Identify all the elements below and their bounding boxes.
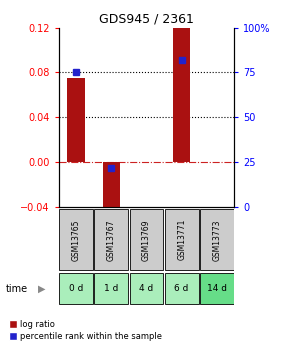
Text: GSM13767: GSM13767	[107, 219, 116, 260]
Text: 0 d: 0 d	[69, 284, 84, 293]
Bar	[130, 209, 163, 270]
Bar	[67, 78, 85, 162]
Text: 14 d: 14 d	[207, 284, 227, 293]
Text: 1 d: 1 d	[104, 284, 119, 293]
Text: GSM13765: GSM13765	[72, 219, 81, 260]
Text: GSM13771: GSM13771	[177, 219, 186, 260]
Bar	[165, 273, 199, 304]
Legend: log ratio, percentile rank within the sample: log ratio, percentile rank within the sa…	[10, 321, 162, 341]
Bar	[103, 162, 120, 224]
Text: time: time	[6, 284, 28, 294]
Text: GSM13769: GSM13769	[142, 219, 151, 260]
Bar	[59, 273, 93, 304]
Bar	[165, 209, 199, 270]
Bar	[173, 28, 190, 162]
Text: ▶: ▶	[38, 284, 45, 294]
Bar	[94, 273, 128, 304]
Bar	[200, 273, 234, 304]
Text: GDS945 / 2361: GDS945 / 2361	[99, 12, 194, 25]
Text: 4 d: 4 d	[139, 284, 154, 293]
Bar	[200, 209, 234, 270]
Bar	[94, 209, 128, 270]
Text: 6 d: 6 d	[174, 284, 189, 293]
Text: GSM13773: GSM13773	[212, 219, 221, 260]
Bar	[130, 273, 163, 304]
Bar	[59, 209, 93, 270]
